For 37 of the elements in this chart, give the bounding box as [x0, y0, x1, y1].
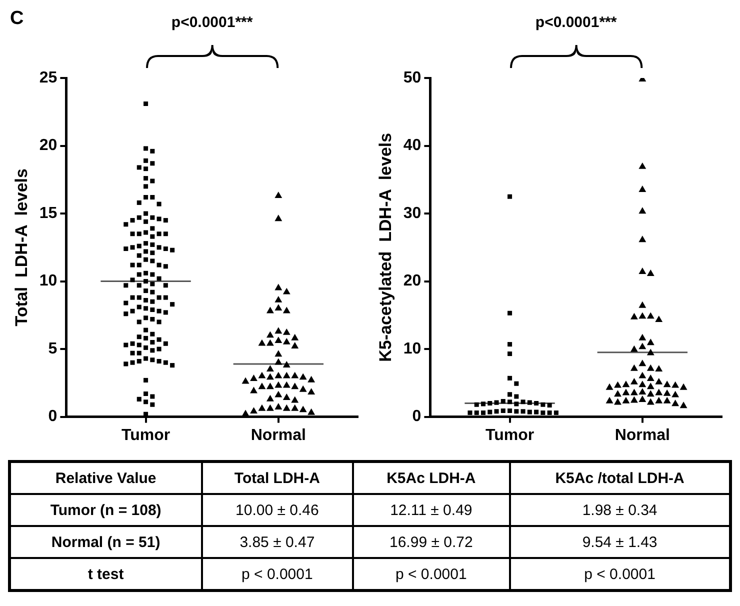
- text: p<0.0001***: [534, 14, 618, 31]
- y-tick-label: 30: [403, 204, 422, 222]
- y-tick-label: 0: [412, 408, 422, 426]
- y-tick-label: 25: [39, 69, 58, 86]
- category-label: K5Ac LDH-A: [352, 462, 510, 494]
- category-label: t test: [88, 566, 124, 582]
- x-tick-label: Tumor: [121, 426, 170, 444]
- y-axis-title: Total LDH-A levels: [12, 168, 31, 326]
- text: 10.00 ± 0.46: [236, 502, 319, 518]
- category-label: Normal (n = 51): [51, 534, 160, 550]
- y-tick-label: 40: [403, 137, 422, 154]
- text: p < 0.0001: [396, 566, 467, 582]
- text: p<0.0001***: [170, 14, 254, 31]
- chart-title: C: [10, 8, 24, 30]
- text: 16.99 ± 0.72: [390, 534, 473, 550]
- text: 1.98 ± 0.34: [582, 502, 658, 518]
- y-axis-title: K5-acetylated LDH-A levels: [376, 132, 395, 362]
- y-tick-label: 10: [39, 272, 58, 290]
- x-tick-label: Tumor: [485, 426, 534, 444]
- y-tick-label: 5: [48, 340, 58, 358]
- x-tick-label: Normal: [250, 426, 306, 444]
- category-label: Total LDH-A: [202, 462, 353, 494]
- y-tick-label: 20: [39, 137, 58, 154]
- category-label: Tumor (n = 108): [50, 502, 162, 518]
- text: Relative Value: [10, 462, 202, 494]
- text: p < 0.0001: [584, 566, 656, 582]
- y-tick-label: 20: [403, 272, 422, 290]
- y-tick-label: 15: [39, 204, 58, 222]
- x-tick-label: Normal: [614, 426, 670, 444]
- text: p < 0.0001: [242, 566, 313, 582]
- y-tick-label: 0: [48, 408, 58, 426]
- category-label: K5Ac /total LDH-A: [510, 462, 730, 494]
- text: 9.54 ± 1.43: [582, 534, 658, 550]
- y-tick-label: 10: [403, 340, 422, 358]
- text: 12.11 ± 0.49: [390, 502, 472, 518]
- y-tick-label: 50: [403, 69, 422, 86]
- text: 3.85 ± 0.47: [240, 534, 315, 550]
